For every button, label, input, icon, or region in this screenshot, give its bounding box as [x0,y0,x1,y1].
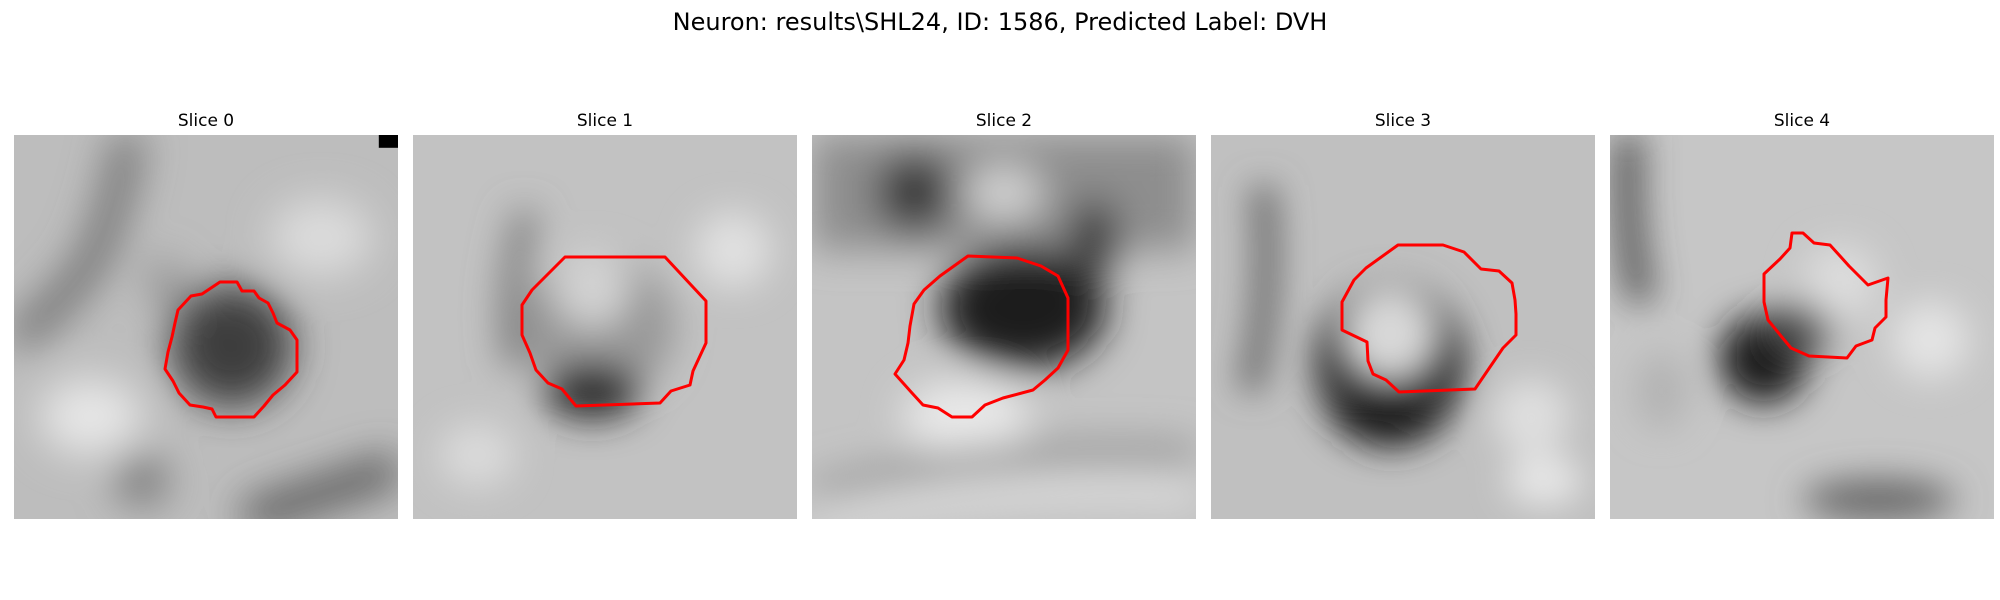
slice-title: Slice 2 [975,111,1033,131]
slice-image [812,135,1196,519]
slice-image [413,135,797,519]
slice-title: Slice 0 [177,111,235,131]
slice-image [14,135,398,519]
slice-panel-0: Slice 0 [14,108,398,519]
slice-title: Slice 1 [576,111,634,131]
figure-title: Neuron: results\SHL24, ID: 1586, Predict… [672,8,1328,36]
slice-image [1610,135,1994,519]
slice-image [1211,135,1595,519]
slice-panel-2: Slice 2 [812,108,1196,519]
slice-panel-3: Slice 3 [1211,108,1595,519]
slice-title: Slice 4 [1773,111,1831,131]
slice-panel-4: Slice 4 [1610,108,1994,519]
slice-panel-1: Slice 1 [413,108,797,519]
slice-title: Slice 3 [1374,111,1432,131]
